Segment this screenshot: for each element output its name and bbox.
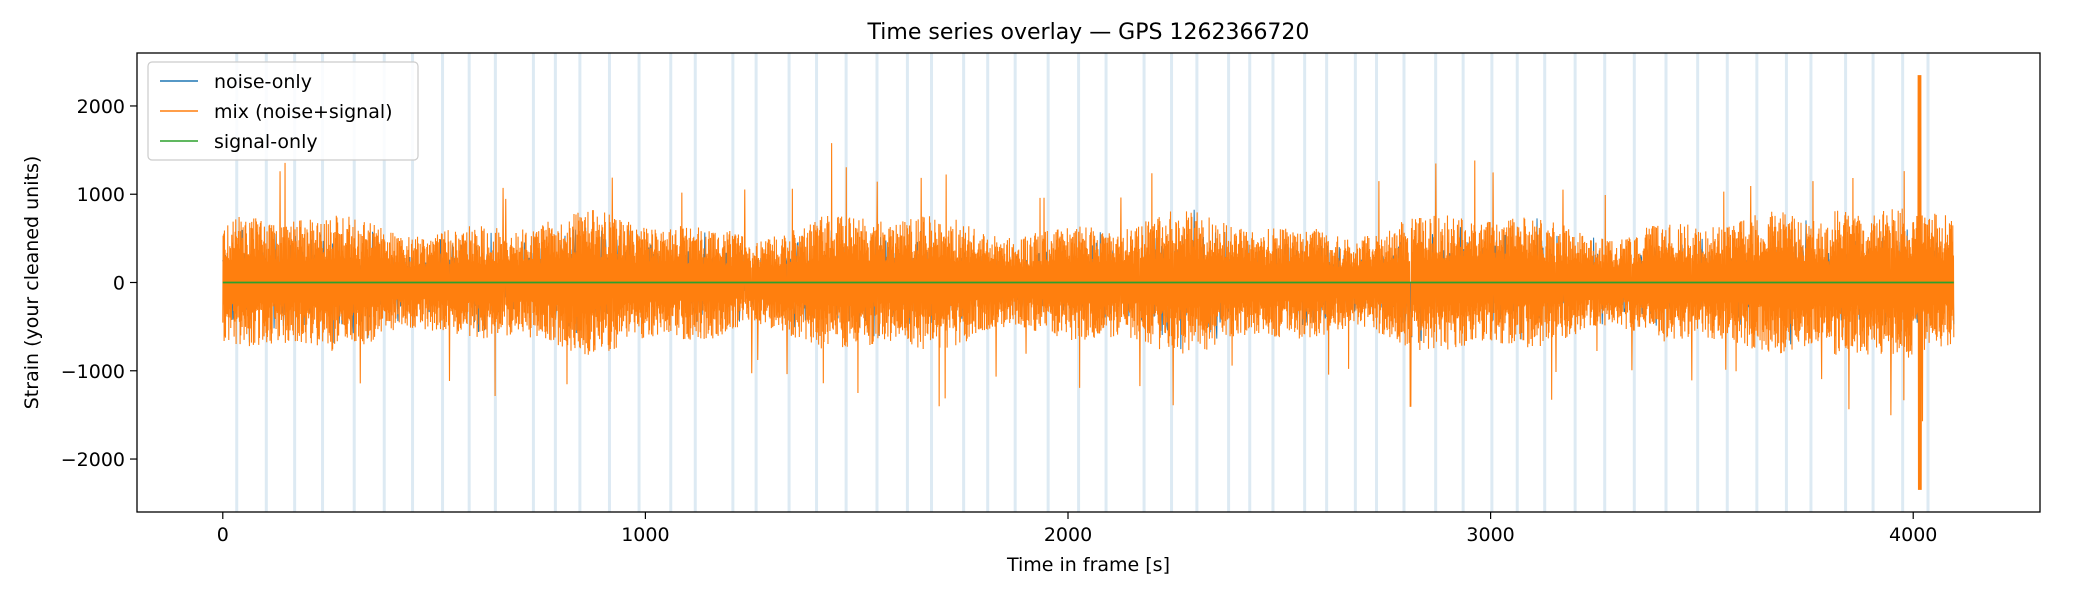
x-axis-label: Time in frame [s] [1006,554,1170,576]
y-tick-label: 2000 [77,96,125,118]
x-tick-label: 1000 [621,524,669,546]
legend-label: signal-only [214,131,318,153]
x-tick-label: 4000 [1889,524,1937,546]
x-tick-label: 0 [217,524,229,546]
y-tick-label: −1000 [61,361,125,383]
legend: noise-only mix (noise+signal) signal-only [147,61,419,161]
y-axis-label: Strain (your cleaned units) [21,156,43,410]
series-mix [222,75,1955,490]
legend-box [147,61,419,161]
y-tick-label: 0 [113,273,125,295]
legend-label: noise-only [214,71,312,93]
x-tick-label: 2000 [1044,524,1092,546]
line-mix [222,75,1955,490]
chart-title: Time series overlay — GPS 1262366720 [867,20,1310,45]
x-axis-ticks: 0 1000 2000 3000 4000 [217,512,1937,546]
y-tick-label: 1000 [77,184,125,206]
x-tick-label: 3000 [1466,524,1514,546]
y-axis-ticks: −2000 −1000 0 1000 2000 [61,96,137,471]
legend-label: mix (noise+signal) [214,101,393,123]
y-tick-label: −2000 [61,449,125,471]
